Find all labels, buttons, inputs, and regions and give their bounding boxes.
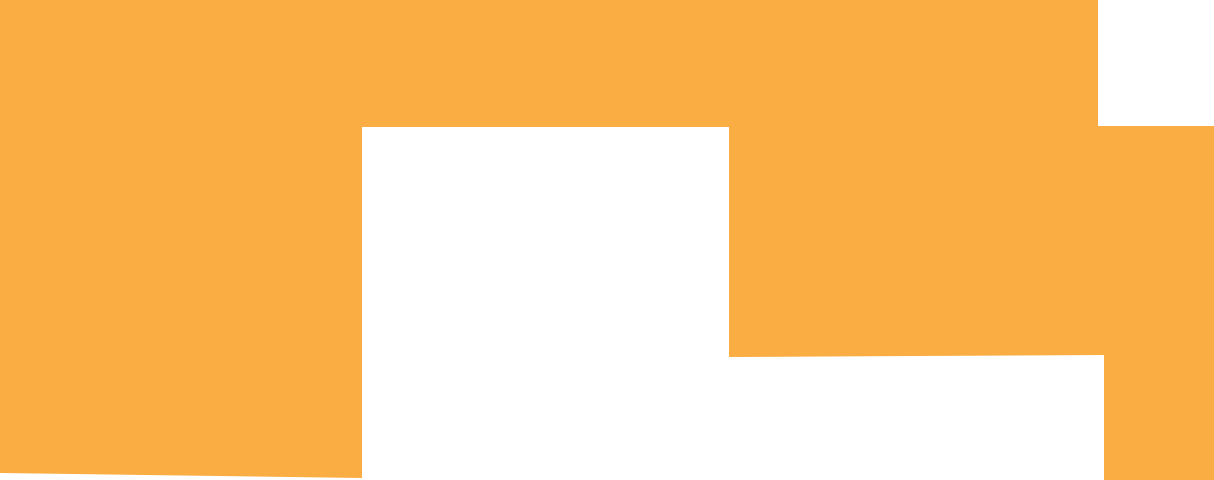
orange-region xyxy=(0,0,1214,480)
canvas xyxy=(0,0,1214,480)
orange-shape-svg xyxy=(0,0,1214,480)
